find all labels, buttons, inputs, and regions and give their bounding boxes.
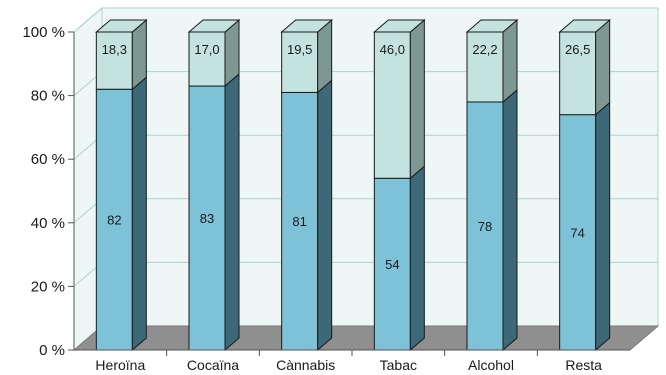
bar-side	[317, 79, 333, 352]
data-label: 46,0	[380, 42, 405, 57]
bar-top	[280, 19, 334, 33]
category-label: Cànnabis	[276, 357, 335, 373]
data-label: 22,2	[472, 42, 497, 57]
bar-top	[187, 19, 241, 33]
labels: 82 18,3 Heroïna 83 17,0 Cocaïna 81 19,5 Cànnabis…	[22, 24, 602, 373]
data-label: 54	[385, 257, 399, 272]
y-tick-label: 0 %	[39, 342, 65, 359]
bar-segment	[373, 31, 411, 179]
bar-top	[558, 19, 612, 33]
data-label: 82	[107, 213, 121, 228]
data-label: 83	[200, 211, 214, 226]
y-tick-label: 40 %	[31, 215, 65, 232]
y-tick-label: 100 %	[22, 24, 65, 41]
data-label: 18,3	[102, 42, 127, 57]
data-label: 74	[570, 225, 584, 240]
category-label: Resta	[565, 357, 602, 373]
bar-side	[502, 18, 518, 104]
bars	[94, 18, 612, 352]
bar-side	[131, 76, 147, 352]
gridline	[73, 7, 658, 33]
data-label: 19,5	[287, 42, 312, 57]
bar-side	[317, 18, 333, 94]
bar-side	[409, 165, 425, 352]
bar-segment	[281, 31, 319, 93]
bar-segment	[373, 177, 411, 351]
y-tick-label: 80 %	[31, 88, 65, 105]
category-label: Tabac	[380, 357, 417, 373]
category-label: Heroïna	[95, 357, 145, 373]
bar-side	[409, 18, 425, 180]
data-label: 81	[292, 214, 306, 229]
bar-segment	[466, 31, 504, 103]
y-tick-label: 20 %	[31, 278, 65, 295]
bar-side	[595, 18, 611, 116]
data-label: 78	[478, 219, 492, 234]
bar-segment	[559, 31, 597, 116]
category-label: Alcohol	[468, 357, 514, 373]
bar-side	[502, 88, 518, 352]
bar-segment	[188, 31, 226, 87]
bar-top	[465, 19, 519, 33]
axes	[68, 31, 630, 356]
y-tick-label: 60 %	[31, 151, 65, 168]
data-label: 17,0	[194, 42, 219, 57]
category-label: Cocaïna	[187, 357, 239, 373]
bar-side	[595, 101, 611, 352]
bar-top	[94, 19, 148, 33]
bar-segment	[95, 31, 133, 90]
data-label: 26,5	[565, 42, 590, 57]
bar-top	[372, 19, 426, 33]
bar-side	[224, 72, 240, 352]
bar-segment	[95, 88, 133, 351]
